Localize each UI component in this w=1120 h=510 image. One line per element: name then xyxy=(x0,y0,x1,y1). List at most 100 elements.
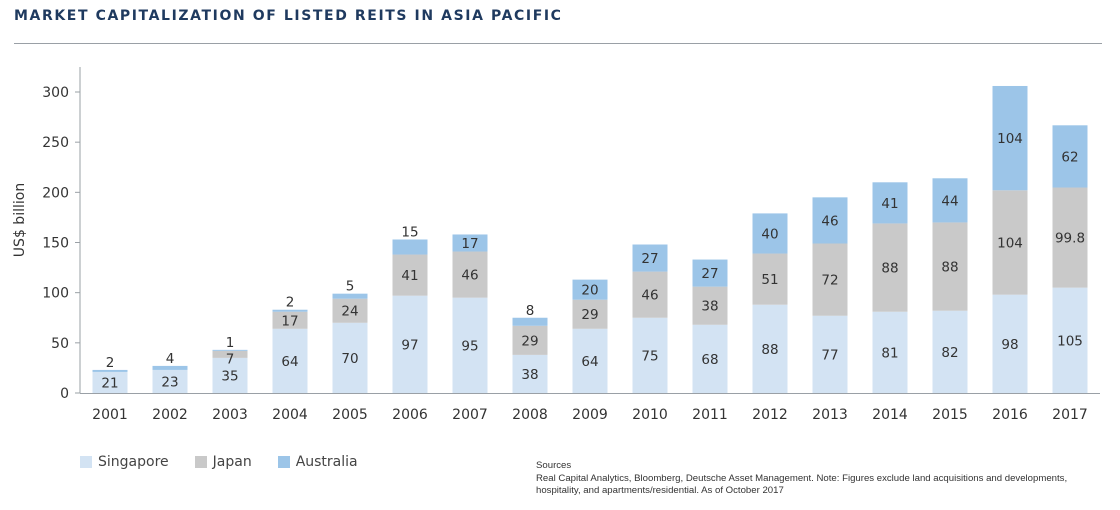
y-tick-label: 300 xyxy=(42,85,69,101)
bar-japan-2004 xyxy=(272,311,308,329)
data-label-japan-2004: 17 xyxy=(281,313,298,329)
data-label-australia-2012: 40 xyxy=(761,226,778,242)
bar-australia-2016 xyxy=(992,85,1028,191)
bar-japan-2008 xyxy=(512,325,548,355)
bar-singapore-2003 xyxy=(212,357,248,393)
data-label-australia-2013: 46 xyxy=(821,213,838,229)
x-tick-label-2001: 2001 xyxy=(92,407,128,423)
bar-singapore-2012 xyxy=(752,304,788,393)
bar-japan-2015 xyxy=(932,222,968,311)
x-tick-label-2004: 2004 xyxy=(272,407,308,423)
legend-item-singapore: Singapore xyxy=(80,454,169,470)
data-label-japan-2003: 7 xyxy=(226,351,235,367)
data-label-australia-2015: 44 xyxy=(941,193,958,209)
data-label-japan-2013: 72 xyxy=(821,273,838,289)
data-label-australia-2011: 27 xyxy=(701,266,718,282)
bar-australia-2003 xyxy=(212,349,248,351)
bar-australia-2010 xyxy=(632,244,668,272)
sources-heading: Sources xyxy=(536,460,572,471)
data-label-singapore-2007: 95 xyxy=(461,338,478,354)
legend-swatch-singapore xyxy=(80,456,92,468)
data-label-australia-2008: 8 xyxy=(526,303,535,319)
bar-singapore-2013 xyxy=(812,315,848,393)
data-label-singapore-2001: 21 xyxy=(101,375,118,391)
data-label-japan-2009: 29 xyxy=(581,307,598,323)
bar-singapore-2016 xyxy=(992,294,1028,393)
bar-singapore-2001 xyxy=(92,371,128,393)
data-label-singapore-2014: 81 xyxy=(881,345,898,361)
data-label-japan-2007: 46 xyxy=(461,268,478,284)
data-label-australia-2005: 5 xyxy=(346,279,355,295)
x-tick-label-2007: 2007 xyxy=(452,407,488,423)
data-label-japan-2014: 88 xyxy=(881,261,898,277)
y-tick-label: 100 xyxy=(42,286,69,302)
data-label-australia-2001: 2 xyxy=(106,355,115,371)
bar-japan-2003 xyxy=(212,350,248,358)
x-tick-label-2011: 2011 xyxy=(692,407,728,423)
data-label-japan-2006: 41 xyxy=(401,268,418,284)
bar-japan-2014 xyxy=(872,223,908,312)
legend-label-singapore: Singapore xyxy=(98,454,169,470)
y-axis-label: US$ billion xyxy=(12,183,28,257)
title-divider xyxy=(14,43,1102,44)
y-tick-label: 150 xyxy=(42,236,69,252)
data-label-australia-2004: 2 xyxy=(286,295,295,311)
bar-japan-2012 xyxy=(752,253,788,305)
y-tick-label: 0 xyxy=(60,386,69,402)
bar-japan-2013 xyxy=(812,243,848,316)
bar-australia-2007 xyxy=(452,234,488,252)
chart-title: MARKET CAPITALIZATION OF LISTED REITS IN… xyxy=(14,8,563,24)
x-tick-label-2017: 2017 xyxy=(1052,407,1088,423)
bar-australia-2012 xyxy=(752,213,788,254)
data-label-singapore-2008: 38 xyxy=(521,367,538,383)
x-tick-label-2013: 2013 xyxy=(812,407,848,423)
data-label-japan-2016: 104 xyxy=(997,236,1023,252)
data-label-japan-2010: 46 xyxy=(641,288,658,304)
bar-singapore-2004 xyxy=(272,328,308,393)
data-label-singapore-2002: 23 xyxy=(161,374,178,390)
bar-australia-2005 xyxy=(332,293,368,299)
data-label-singapore-2004: 64 xyxy=(281,354,298,370)
bar-australia-2013 xyxy=(812,197,848,244)
data-label-singapore-2011: 68 xyxy=(701,352,718,368)
bar-japan-2007 xyxy=(452,251,488,298)
data-label-japan-2008: 29 xyxy=(521,333,538,349)
sources-note: Sources Real Capital Analytics, Bloomber… xyxy=(536,460,1106,498)
data-label-australia-2017: 62 xyxy=(1061,149,1078,165)
bar-australia-2001 xyxy=(92,369,128,372)
data-label-australia-2003: 1 xyxy=(226,335,235,351)
data-label-singapore-2006: 97 xyxy=(401,337,418,353)
data-label-australia-2009: 20 xyxy=(581,283,598,299)
bar-australia-2017 xyxy=(1052,125,1088,188)
legend-swatch-australia xyxy=(277,456,290,468)
x-tick-label-2009: 2009 xyxy=(572,407,608,423)
bar-singapore-2006 xyxy=(392,295,428,393)
y-tick-label: 200 xyxy=(42,185,69,201)
bar-japan-2010 xyxy=(632,271,668,318)
bar-australia-2008 xyxy=(512,317,548,326)
x-tick-label-2015: 2015 xyxy=(932,407,968,423)
legend-label-australia: Australia xyxy=(295,454,358,470)
bar-singapore-2007 xyxy=(452,297,488,393)
data-label-australia-2014: 41 xyxy=(881,196,898,212)
data-label-japan-2017: 99.8 xyxy=(1055,231,1085,247)
legend-swatch-japan xyxy=(194,456,207,468)
data-label-japan-2011: 38 xyxy=(701,299,718,315)
bar-japan-2011 xyxy=(692,286,728,325)
bar-australia-2014 xyxy=(872,182,908,224)
bar-japan-2005 xyxy=(332,298,368,323)
bar-singapore-2005 xyxy=(332,322,368,393)
x-tick-label-2016: 2016 xyxy=(992,407,1028,423)
data-label-japan-2005: 24 xyxy=(341,304,358,320)
legend-label-japan: Japan xyxy=(212,454,252,470)
bar-singapore-2002 xyxy=(152,369,188,393)
data-label-singapore-2005: 70 xyxy=(341,351,358,367)
bar-australia-2011 xyxy=(692,259,728,287)
x-tick-label-2010: 2010 xyxy=(632,407,668,423)
y-tick-label: 50 xyxy=(51,336,69,352)
x-tick-label-2012: 2012 xyxy=(752,407,788,423)
bar-singapore-2015 xyxy=(932,310,968,393)
x-tick-label-2008: 2008 xyxy=(512,407,548,423)
data-label-japan-2012: 51 xyxy=(761,272,778,288)
